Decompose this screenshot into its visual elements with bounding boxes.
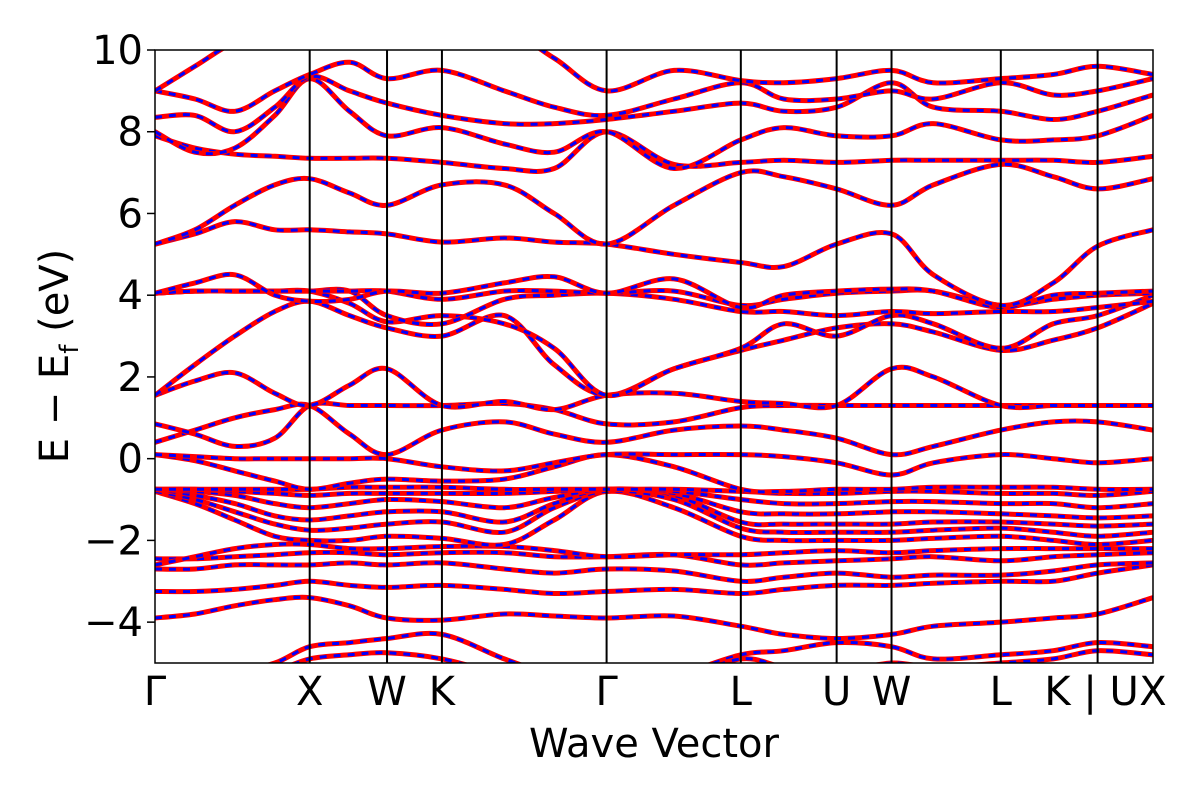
- band-line-blue-28: [269, 631, 1153, 663]
- band-line-blue-12: [155, 452, 1153, 477]
- band-line-blue-2: [155, 561, 1153, 583]
- x-tick-label-4: Γ: [595, 669, 618, 715]
- y-axis-ticks: −4 −2 0 2 4 6 8 10: [84, 28, 155, 646]
- band-line-blue-4: [155, 542, 1153, 567]
- band-line-blue-26: [155, 60, 1153, 118]
- band-line-blue-20: [155, 272, 1153, 310]
- band-line-red-12: [155, 451, 1153, 478]
- x-tick-label-1: X: [296, 669, 323, 715]
- band-line-blue-9: [155, 487, 1153, 510]
- band-line-blue-22: [155, 162, 1153, 246]
- x-tick-label-8: L: [990, 669, 1013, 715]
- plot-frame: [154, 49, 1154, 664]
- y-axis-label-subscript: f: [55, 344, 85, 354]
- y-axis-label: E − Ef (eV): [32, 249, 85, 464]
- x-tick-label-0: Γ: [144, 669, 167, 715]
- band-line-blue-14: [155, 401, 1153, 449]
- x-tick-label-5: L: [730, 669, 753, 715]
- x-tick-label-7: W: [872, 669, 912, 715]
- x-axis-label: Wave Vector: [529, 721, 780, 767]
- y-tick-label-5: 6: [118, 191, 143, 237]
- y-tick-label-3: 2: [118, 355, 143, 401]
- band-line-red-26: [155, 59, 1153, 119]
- y-tick-label-2: 0: [118, 437, 143, 483]
- x-tick-label-6: U: [822, 669, 851, 715]
- x-tick-label-10: X: [1139, 669, 1166, 715]
- y-tick-label-0: −4: [84, 600, 143, 646]
- band-line-blue-0: [155, 595, 1153, 640]
- x-tick-label-9: K | U: [1044, 669, 1138, 715]
- band-line-red-13: [155, 401, 1153, 458]
- y-tick-label-4: 4: [118, 273, 143, 319]
- band-line-blue-25: [155, 74, 1153, 134]
- y-axis-label-unit: (eV): [32, 249, 78, 345]
- y-tick-label-6: 8: [118, 110, 143, 156]
- y-tick-label-1: −2: [84, 518, 143, 564]
- y-tick-label-7: 10: [92, 28, 143, 74]
- band-line-blue-24: [155, 77, 1153, 171]
- band-line-blue-15: [155, 365, 1153, 412]
- high-symmetry-lines: [308, 50, 1099, 663]
- band-line-blue-3: [155, 550, 1153, 567]
- band-line-blue-1: [155, 563, 1153, 596]
- band-line-red-2: [155, 560, 1153, 584]
- x-tick-label-3: K: [429, 669, 457, 715]
- band-line-blue-8: [155, 487, 1153, 520]
- x-tick-label-2: W: [367, 669, 407, 715]
- band-line-red-0: [155, 594, 1153, 641]
- y-axis-label-main: E − E: [32, 354, 78, 464]
- band-lines: [155, 50, 1153, 663]
- band-line-blue-10: [155, 485, 1153, 497]
